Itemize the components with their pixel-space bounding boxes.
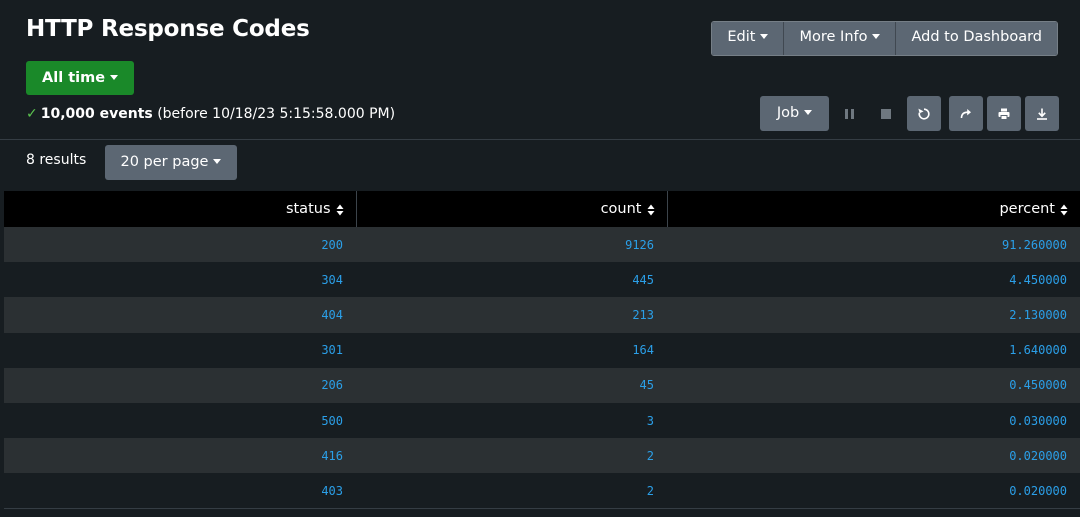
column-header-label: count: [600, 201, 642, 217]
cell-percent[interactable]: 91.260000: [667, 227, 1080, 263]
job-status-detail: (before 10/18/23 5:15:58.000 PM): [157, 106, 396, 122]
cell-status[interactable]: 404: [4, 297, 356, 333]
job-status: ✓ 10,000 events (before 10/18/23 5:15:58.…: [26, 106, 395, 122]
sort-icon: [647, 204, 654, 216]
table-row: 206 45 0.450000: [4, 367, 1080, 403]
time-range-picker[interactable]: All time: [26, 61, 135, 95]
job-menu-button[interactable]: Job: [760, 96, 829, 131]
pause-icon: [844, 108, 854, 119]
cell-count[interactable]: 9126: [356, 227, 667, 263]
header-actions: Edit More Info Add to Dashboard: [711, 21, 1058, 56]
table-header-row: status count percent: [4, 191, 1080, 227]
cell-percent[interactable]: 4.450000: [667, 262, 1080, 298]
cell-count[interactable]: 2: [356, 438, 667, 474]
divider: [4, 508, 1080, 509]
share-icon: [960, 108, 971, 118]
pause-button[interactable]: [832, 96, 866, 131]
column-header-status[interactable]: status: [4, 191, 356, 227]
cell-status[interactable]: 500: [4, 402, 356, 439]
export-button[interactable]: [1025, 96, 1059, 131]
chevron-down-icon: [804, 110, 813, 115]
table-row: 403 2 0.020000: [4, 473, 1080, 509]
cell-percent[interactable]: 0.020000: [667, 438, 1080, 474]
cell-status[interactable]: 301: [4, 332, 356, 368]
stop-icon: [881, 108, 891, 119]
share-button[interactable]: [949, 96, 983, 131]
divider: [0, 139, 1080, 140]
table-row: 404 213 2.130000: [4, 297, 1080, 333]
per-page-dropdown[interactable]: 20 per page: [105, 145, 237, 180]
job-menu-label: Job: [776, 105, 800, 121]
cell-count[interactable]: 2: [356, 473, 667, 509]
refresh-icon: [918, 107, 930, 120]
export-icon: [1037, 108, 1047, 120]
column-header-label: percent: [999, 201, 1055, 217]
results-count: 8 results: [26, 152, 87, 168]
chevron-down-icon: [213, 159, 222, 164]
table-row: 416 2 0.020000: [4, 438, 1080, 474]
table-row: 500 3 0.030000: [4, 402, 1080, 439]
cell-status[interactable]: 206: [4, 367, 356, 403]
cell-percent[interactable]: 0.020000: [667, 473, 1080, 509]
chevron-down-icon: [110, 75, 119, 80]
sort-icon: [336, 204, 343, 216]
more-info-button[interactable]: More Info: [784, 22, 897, 55]
cell-count[interactable]: 164: [356, 332, 667, 368]
column-header-percent[interactable]: percent: [666, 191, 1080, 227]
page-title: HTTP Response Codes: [26, 16, 310, 42]
results-table: status count percent 200 9126 91.260000 …: [4, 191, 1080, 509]
cell-percent[interactable]: 1.640000: [667, 332, 1080, 368]
column-header-count[interactable]: count: [355, 191, 667, 227]
edit-button[interactable]: Edit: [712, 22, 785, 55]
stop-button[interactable]: [869, 96, 903, 131]
table-row: 200 9126 91.260000: [4, 227, 1080, 263]
more-info-button-label: More Info: [799, 29, 868, 45]
cell-count[interactable]: 3: [356, 402, 667, 439]
cell-percent[interactable]: 0.030000: [667, 402, 1080, 439]
cell-status[interactable]: 200: [4, 227, 356, 263]
sort-icon: [1060, 204, 1068, 216]
cell-count[interactable]: 445: [356, 262, 667, 298]
cell-count[interactable]: 45: [356, 367, 667, 403]
edit-button-label: Edit: [727, 29, 756, 45]
print-icon: [998, 108, 1010, 120]
print-button[interactable]: [987, 96, 1021, 131]
cell-status[interactable]: 304: [4, 262, 356, 298]
add-to-dashboard-button[interactable]: Add to Dashboard: [896, 22, 1057, 55]
time-range-label: All time: [42, 70, 106, 86]
table-row: 304 445 4.450000: [4, 262, 1080, 298]
chevron-down-icon: [760, 34, 769, 39]
cell-percent[interactable]: 0.450000: [667, 367, 1080, 403]
per-page-label: 20 per page: [120, 154, 209, 170]
cell-status[interactable]: 403: [4, 473, 356, 509]
cell-percent[interactable]: 2.130000: [667, 297, 1080, 333]
column-header-label: status: [285, 201, 331, 217]
event-count: 10,000 events: [40, 106, 153, 122]
refresh-button[interactable]: [907, 96, 941, 131]
check-icon: ✓: [26, 106, 38, 122]
cell-status[interactable]: 416: [4, 438, 356, 474]
cell-count[interactable]: 213: [356, 297, 667, 333]
chevron-down-icon: [872, 34, 881, 39]
table-row: 301 164 1.640000: [4, 332, 1080, 368]
